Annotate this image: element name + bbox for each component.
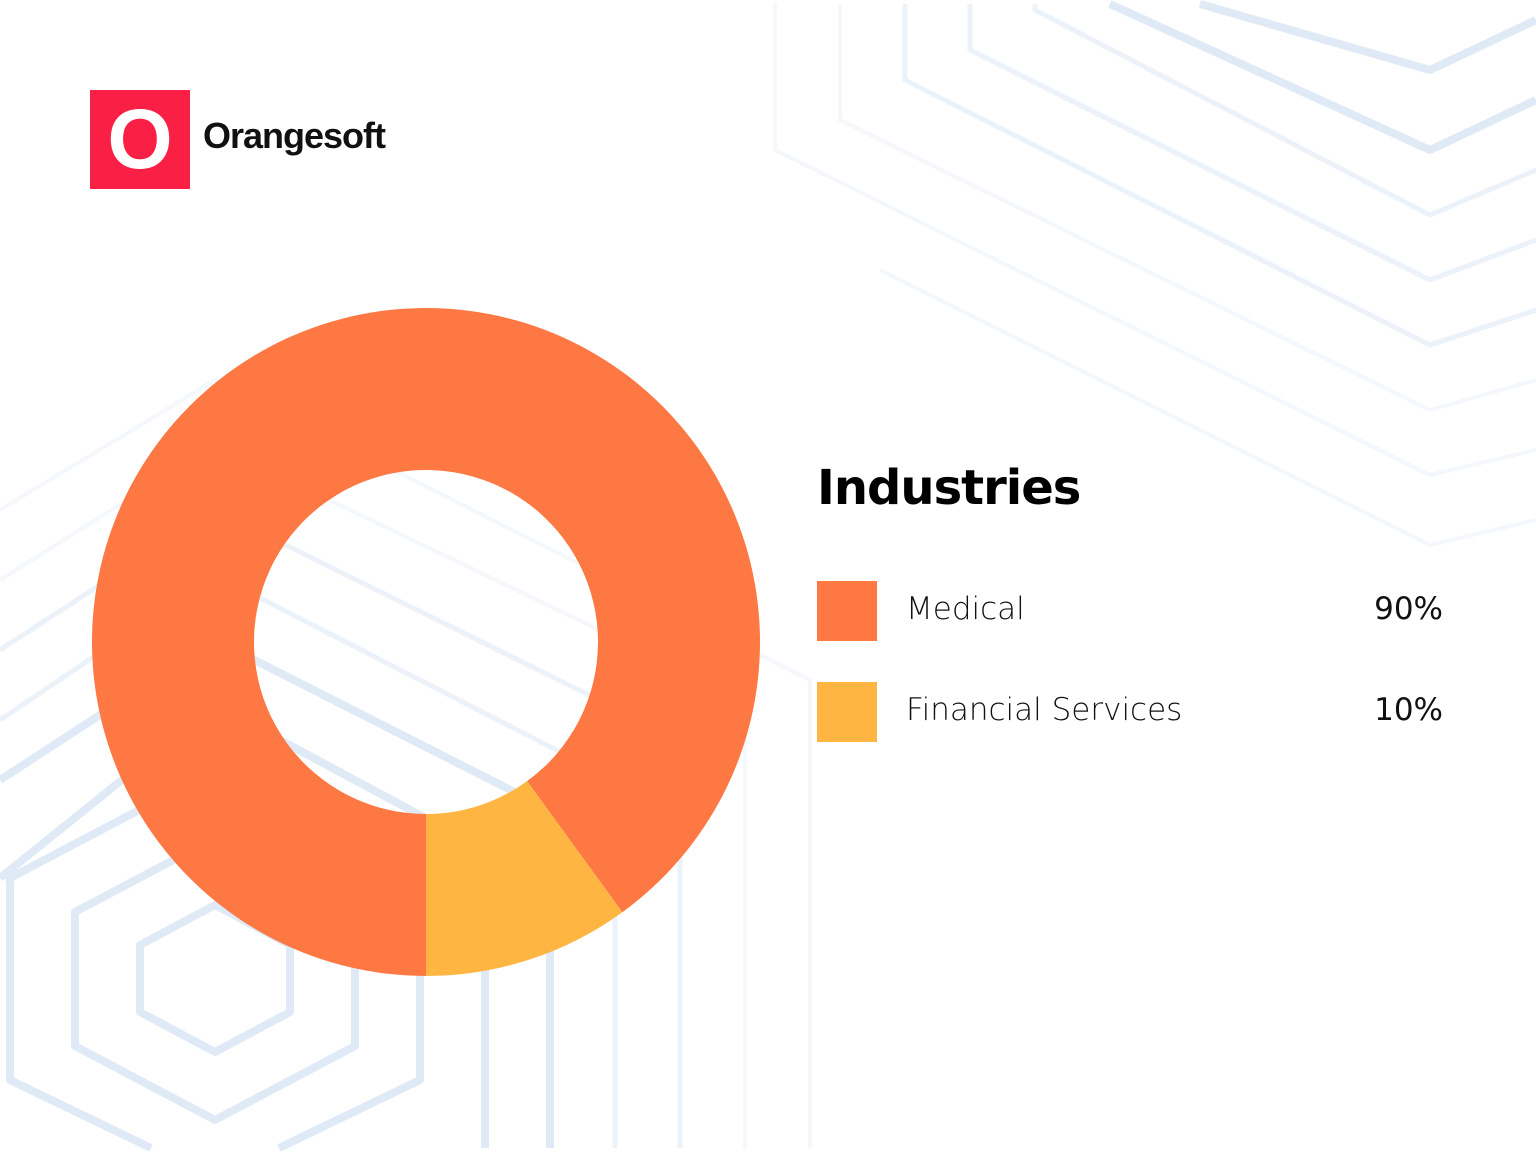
chart-title: Industries [817,460,1081,516]
logo-mark: O [90,90,190,189]
legend-item-medical: Medical 90% [817,581,1443,641]
legend-value: 10% [1374,692,1443,728]
legend-value: 90% [1374,591,1443,627]
legend-label: Medical [906,591,1025,627]
donut-slice-financial-services [426,781,623,976]
legend-swatch [817,581,877,641]
legend-label: Financial Services [906,692,1183,728]
donut-slice-medical [92,308,760,977]
logo-text: Orangesoft [203,115,386,156]
legend-item-financial-services: Financial Services 10% [817,682,1443,742]
legend-swatch [817,682,877,742]
